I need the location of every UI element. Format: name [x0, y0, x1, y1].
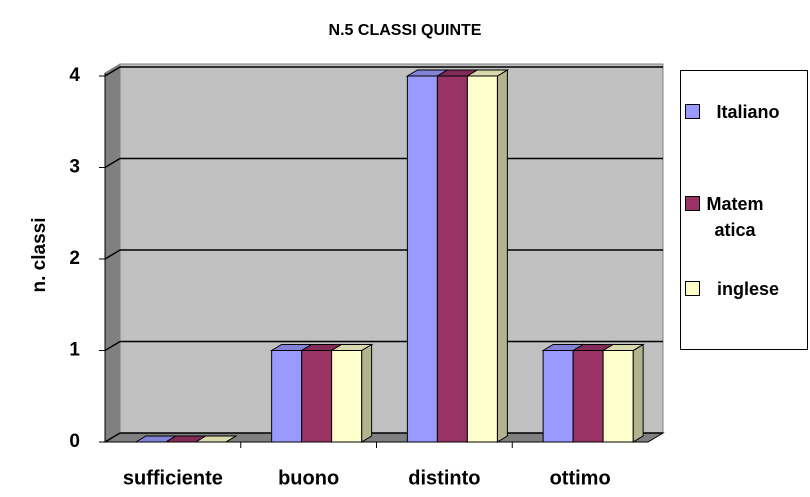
legend-label: Italiano [716, 102, 780, 122]
legend-item: inglese [685, 276, 805, 302]
legend-item: Matematica [685, 191, 805, 243]
legend-item: Italiano [685, 99, 805, 125]
legend-label: inglese [716, 279, 780, 299]
bar-side [361, 343, 373, 443]
x-tick-label: distinto [408, 467, 480, 489]
bar-side [632, 343, 644, 443]
y-tick-label: 4 [69, 65, 80, 86]
grid-line [104, 157, 121, 169]
bar [271, 350, 303, 443]
bar [301, 350, 333, 443]
y-tick-label: 2 [69, 248, 80, 269]
bar [466, 75, 498, 443]
bar [572, 350, 604, 443]
y-axis-label: n. classi [29, 218, 50, 293]
bar-top [194, 435, 238, 443]
chart-title: N.5 CLASSI QUINTE [329, 22, 482, 39]
bar [602, 350, 634, 443]
grid-line [104, 66, 121, 77]
legend-swatch [685, 104, 700, 119]
legend-swatch [685, 196, 700, 211]
y-tick-label: 0 [69, 431, 80, 452]
bar [331, 350, 363, 443]
bar-side [496, 69, 508, 443]
grid-line [104, 249, 121, 260]
side-wall [104, 63, 121, 443]
legend-swatch [685, 281, 700, 296]
grid-line [104, 340, 121, 352]
y-tick-label: 3 [69, 157, 80, 178]
legend-label: Matematica [706, 194, 764, 240]
y-tick-label: 1 [69, 340, 80, 361]
x-tick-label: ottimo [550, 467, 611, 489]
bar [406, 75, 438, 443]
x-tick-label: buono [278, 467, 339, 489]
x-tick-label: sufficiente [123, 467, 223, 489]
bar [542, 350, 574, 443]
grid-line [104, 432, 121, 443]
bar [436, 75, 468, 443]
legend: Italiano Matematica inglese [680, 70, 808, 350]
